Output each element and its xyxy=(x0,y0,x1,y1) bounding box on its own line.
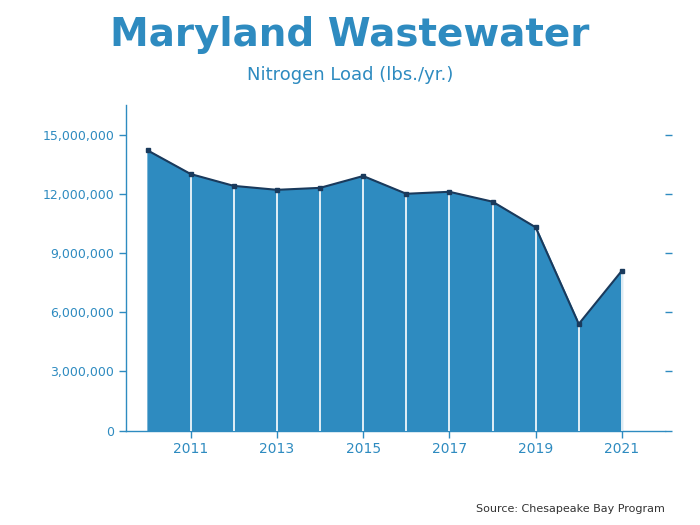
Text: Source: Chesapeake Bay Program: Source: Chesapeake Bay Program xyxy=(476,505,665,514)
Text: Nitrogen Load (lbs./yr.): Nitrogen Load (lbs./yr.) xyxy=(247,66,453,83)
Text: Maryland Wastewater: Maryland Wastewater xyxy=(111,16,589,54)
